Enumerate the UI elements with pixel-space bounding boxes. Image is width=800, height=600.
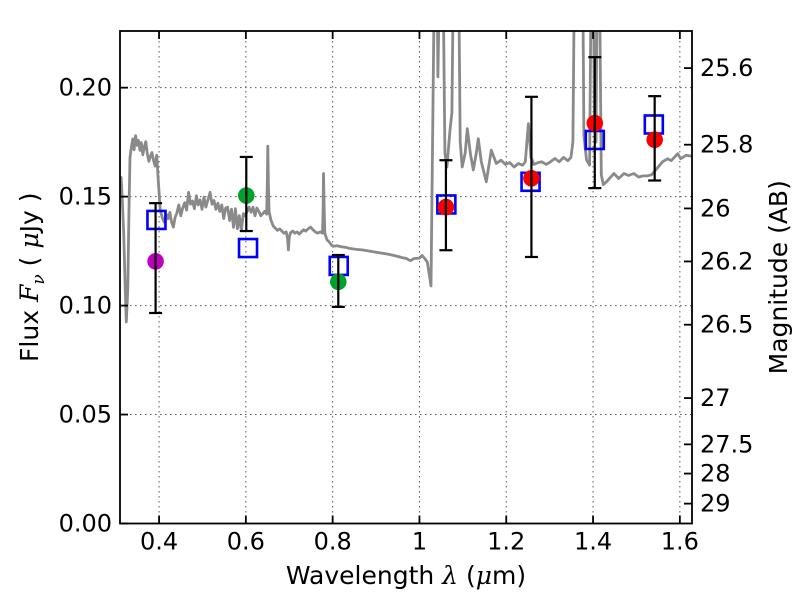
grid xyxy=(120,31,692,524)
error-bars xyxy=(149,56,662,315)
y-tick-label-right: 29 xyxy=(700,490,731,518)
y-tick-label-right: 26.2 xyxy=(700,247,753,275)
x-tick-label: 0.6 xyxy=(227,528,265,556)
y-tick-label-right: 28 xyxy=(700,460,731,488)
x-tick-label: 0.4 xyxy=(140,528,178,556)
x-axis-label: Wavelength λ (μm) xyxy=(286,561,526,590)
x-tick-label: 1 xyxy=(412,528,427,556)
observed-photometry xyxy=(147,114,663,291)
y-tick-label-right: 26 xyxy=(700,194,731,222)
x-tick-label: 1.2 xyxy=(487,528,525,556)
model-photometry-square xyxy=(237,237,259,259)
y-tick-label-left: 0.00 xyxy=(59,510,112,538)
model-photometry xyxy=(146,114,665,277)
ticks xyxy=(120,31,692,525)
spectrum-line xyxy=(120,31,692,324)
y-tick-label-left: 0.20 xyxy=(59,74,112,102)
plot-area-border xyxy=(119,30,693,525)
y-tick-label-left: 0.15 xyxy=(59,183,112,211)
y-tick-label-left: 0.10 xyxy=(59,292,112,320)
y-axis-label-right: Magnitude (AB) xyxy=(764,180,793,374)
y-tick-label-left: 0.05 xyxy=(59,401,112,429)
x-tick-label: 0.8 xyxy=(314,528,352,556)
tick-labels: 0.4 0.6 0.8 1 1.2 1.4 1.6 0.00 0.05 0.10 0.15 0.20 2… xyxy=(59,54,754,555)
x-tick-label: 1.4 xyxy=(574,528,612,556)
y-tick-label-right: 25.6 xyxy=(700,54,753,82)
y-tick-label-right: 26.5 xyxy=(700,311,753,339)
data-layer xyxy=(120,31,692,324)
y-tick-label-right: 27.5 xyxy=(700,430,753,458)
y-tick-label-right: 25.8 xyxy=(700,131,753,159)
y-tick-label-right: 27 xyxy=(700,384,731,412)
y-axis-label-left: Flux Fν ( μJy ) xyxy=(15,193,49,362)
x-tick-label: 1.6 xyxy=(661,528,699,556)
